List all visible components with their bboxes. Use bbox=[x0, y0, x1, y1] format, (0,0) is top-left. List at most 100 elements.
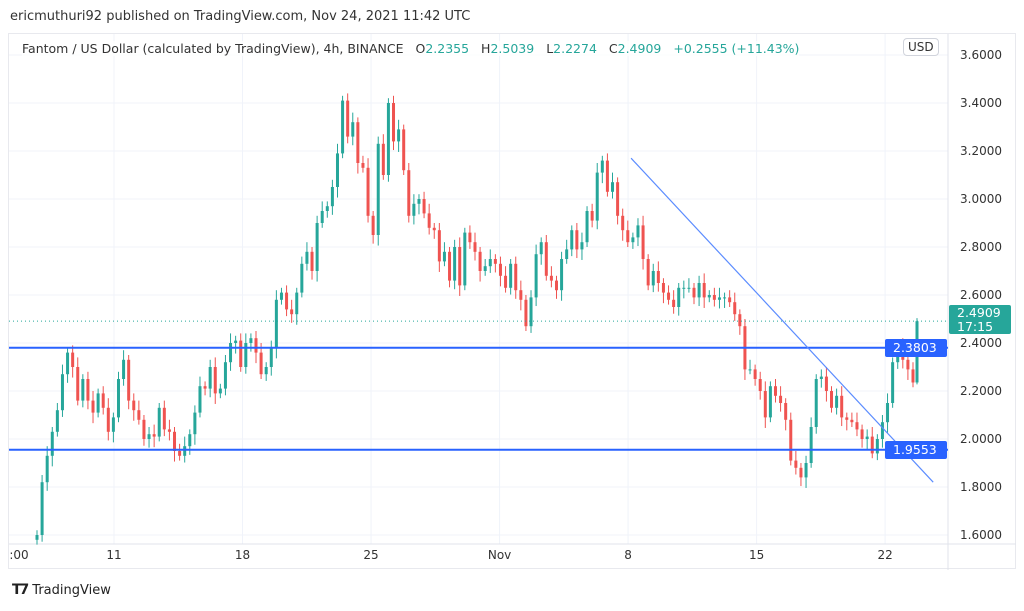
candle-down bbox=[213, 367, 217, 394]
candle-down bbox=[860, 429, 864, 439]
candle-up bbox=[453, 247, 457, 281]
candle-down bbox=[605, 160, 609, 192]
candle-down bbox=[86, 379, 90, 401]
candle-up bbox=[886, 403, 890, 423]
candle-up bbox=[229, 343, 233, 363]
candle-down bbox=[254, 338, 258, 353]
candle-countdown: 17:15 bbox=[957, 319, 994, 334]
candle-down bbox=[310, 251, 314, 271]
candle-down bbox=[392, 103, 396, 142]
candle-up bbox=[320, 211, 324, 223]
candle-down bbox=[753, 369, 757, 379]
candle-down bbox=[127, 359, 131, 401]
candle-down bbox=[763, 391, 767, 418]
candle-up bbox=[565, 249, 569, 259]
candle-up bbox=[488, 259, 492, 267]
candle-down bbox=[432, 227, 436, 231]
candle-up bbox=[351, 122, 355, 137]
candle-down bbox=[855, 422, 859, 430]
candle-up bbox=[865, 436, 869, 439]
candle-up bbox=[147, 434, 151, 439]
candle-down bbox=[402, 129, 406, 171]
candle-up bbox=[417, 199, 421, 204]
candle-down bbox=[616, 182, 620, 216]
candle-down bbox=[493, 259, 497, 264]
candle-up bbox=[35, 535, 39, 540]
candle-down bbox=[911, 369, 915, 383]
candle-up bbox=[580, 242, 584, 250]
candle-down bbox=[458, 247, 462, 286]
currency-button[interactable]: USD bbox=[903, 38, 939, 56]
tradingview-logo-text: TradingView bbox=[32, 582, 111, 598]
tradingview-logo[interactable]: 𝗧𝟳 TradingView bbox=[12, 582, 111, 598]
candle-down bbox=[71, 352, 75, 367]
legend-change: +0.2555 (+11.43%) bbox=[673, 41, 800, 56]
candle-down bbox=[285, 292, 289, 310]
candle-up bbox=[891, 362, 895, 403]
candle-down bbox=[76, 367, 80, 401]
candle-up bbox=[804, 463, 808, 478]
candle-up bbox=[218, 388, 222, 394]
candle-down bbox=[106, 407, 110, 432]
candle-up bbox=[45, 455, 49, 483]
date-tick-label: :00 bbox=[9, 548, 29, 562]
candle-up bbox=[305, 251, 309, 264]
candle-down bbox=[738, 314, 742, 327]
candle-up bbox=[748, 369, 752, 371]
candle-down bbox=[361, 163, 365, 168]
date-tick-label: 8 bbox=[624, 548, 632, 562]
candle-down bbox=[178, 451, 182, 456]
candle-down bbox=[504, 275, 508, 288]
symbol-title[interactable]: Fantom / US Dollar (calculated by Tradin… bbox=[22, 41, 404, 56]
candle-up bbox=[244, 343, 248, 367]
candle-down bbox=[427, 213, 431, 228]
candle-up bbox=[81, 379, 85, 401]
candle-up bbox=[595, 172, 599, 221]
candle-up bbox=[40, 482, 44, 535]
date-tick-label: 22 bbox=[877, 548, 893, 562]
candle-down bbox=[498, 263, 502, 276]
candle-up bbox=[55, 410, 59, 432]
candle-up bbox=[198, 386, 202, 413]
candle-down bbox=[549, 275, 553, 281]
candle-up bbox=[463, 232, 467, 286]
candle-up bbox=[631, 237, 635, 243]
date-tick-label: Nov bbox=[487, 548, 512, 562]
candle-up bbox=[208, 367, 212, 389]
candle-down bbox=[626, 230, 630, 243]
candle-down bbox=[468, 232, 472, 243]
candle-down bbox=[728, 297, 732, 303]
candle-up bbox=[835, 395, 839, 408]
price-tick-label: 3.2000 bbox=[960, 144, 1002, 158]
candle-up bbox=[529, 297, 533, 327]
price-tick-label: 1.6000 bbox=[960, 528, 1002, 542]
candle-up bbox=[814, 379, 818, 427]
candle-down bbox=[646, 259, 650, 286]
candle-up bbox=[183, 446, 187, 456]
candle-up bbox=[341, 100, 345, 154]
candle-up bbox=[188, 434, 192, 447]
level-price-tag: 2.3803 bbox=[885, 338, 947, 357]
candle-up bbox=[636, 225, 640, 238]
candle-down bbox=[789, 419, 793, 461]
date-tick-label: 18 bbox=[234, 548, 251, 562]
candle-up bbox=[111, 417, 115, 432]
candle-up bbox=[819, 376, 823, 379]
candle-up bbox=[122, 359, 126, 379]
candle-down bbox=[366, 167, 370, 216]
candle-down bbox=[101, 393, 105, 408]
candle-down bbox=[554, 280, 558, 291]
candle-up bbox=[875, 439, 879, 454]
candle-up bbox=[687, 287, 691, 289]
price-tick-label: 2.2000 bbox=[960, 384, 1002, 398]
candle-down bbox=[290, 309, 294, 315]
candle-down bbox=[621, 215, 625, 231]
candle-up bbox=[66, 352, 70, 375]
trendline bbox=[630, 157, 934, 483]
candle-down bbox=[132, 400, 136, 411]
publisher-info: ericmuthuri92 published on TradingView.c… bbox=[10, 9, 471, 24]
candle-down bbox=[758, 379, 762, 391]
candle-down bbox=[152, 434, 156, 437]
candle-up bbox=[717, 297, 721, 300]
